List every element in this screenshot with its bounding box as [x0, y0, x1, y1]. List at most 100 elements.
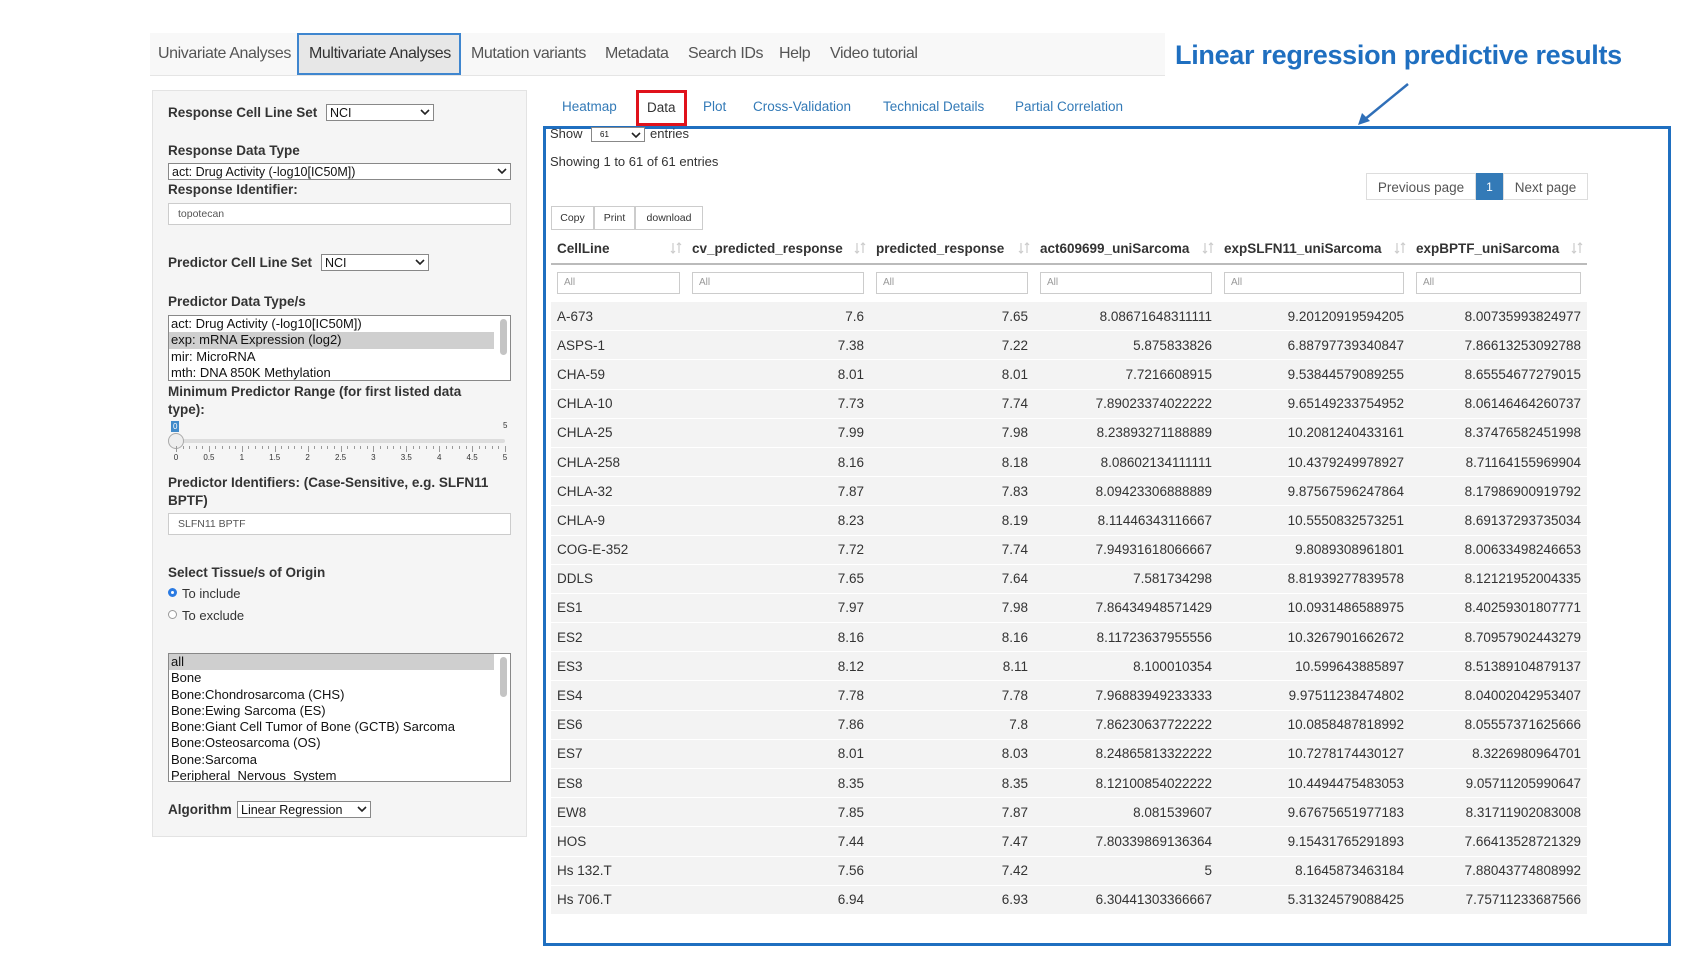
slider-tick-label: 3.5: [400, 453, 412, 462]
list-option[interactable]: exp: mRNA Expression (log2): [169, 332, 494, 349]
slider-value: 0: [171, 421, 180, 432]
table-cell: ES3: [551, 651, 686, 681]
nav-tab[interactable]: Mutation variants: [471, 45, 587, 62]
table-cell: CHLA-25: [551, 417, 686, 448]
nav-tab[interactable]: Search IDs: [688, 45, 764, 62]
column-header[interactable]: predicted_response: [870, 234, 1034, 265]
table-cell: 8.09423306888889: [1034, 476, 1218, 506]
filter-cell: All: [870, 264, 1034, 302]
select[interactable]: act: Drug Activity (-log10[IC50M]): [168, 163, 511, 180]
table-cell: 8.16: [870, 622, 1034, 652]
slider-tick: [208, 446, 210, 452]
filter-input[interactable]: All: [876, 272, 1028, 294]
list-option[interactable]: Bone:Sarcoma: [171, 751, 257, 767]
slider-tick: [386, 446, 388, 449]
slider-tick-label: 0.5: [203, 453, 215, 462]
column-header[interactable]: CellLine: [551, 234, 686, 265]
nav-tab[interactable]: Metadata: [605, 45, 669, 62]
filter-input[interactable]: All: [1040, 272, 1212, 294]
nav-tab[interactable]: Multivariate Analyses: [297, 33, 461, 75]
list-option[interactable]: Bone: [171, 670, 202, 686]
filter-input[interactable]: All: [1416, 272, 1581, 294]
table-cell: 7.74: [870, 534, 1034, 565]
next-page[interactable]: Next page: [1503, 173, 1588, 200]
select-value: NCI: [330, 106, 352, 120]
slider-tick: [347, 446, 349, 449]
header-row: CellLine cv_predicted_response predicted_r…: [551, 234, 1587, 265]
table-cell: 9.20120919594205: [1218, 300, 1410, 331]
column-title: expBPTF_uniSarcoma: [1416, 241, 1560, 256]
slider-tick: [432, 446, 434, 449]
table-cell: 8.3226980964701: [1410, 738, 1587, 769]
sub-tab[interactable]: Technical Details: [883, 99, 985, 114]
list-option[interactable]: Bone:Giant Cell Tumor of Bone (GCTB) Sar…: [171, 719, 455, 735]
select[interactable]: NCI: [326, 104, 434, 121]
slider-tick: [327, 446, 329, 449]
slider-tick-label: 2.5: [334, 453, 347, 462]
sub-tab[interactable]: Heatmap: [562, 99, 617, 114]
slider-tick: [307, 446, 309, 452]
select[interactable]: NCI: [321, 254, 429, 271]
table-cell: 7.86434948571429: [1034, 592, 1218, 623]
listbox[interactable]: act: Drug Activity (-log10[IC50M]) exp: m…: [168, 315, 511, 381]
slider-tick: [268, 446, 270, 449]
table-cell: ES2: [551, 622, 686, 652]
sub-tab[interactable]: Partial Correlation: [1015, 99, 1124, 114]
table-button[interactable]: Print: [594, 206, 635, 230]
filter-input[interactable]: All: [557, 272, 680, 294]
table-cell: 8.08602134111111: [1034, 446, 1218, 477]
list-option[interactable]: Bone:Chondrosarcoma (CHS): [171, 686, 345, 702]
show-label: Show: [550, 126, 583, 141]
sub-tab[interactable]: Plot: [703, 99, 727, 114]
column-header[interactable]: cv_predicted_response: [686, 234, 870, 265]
filter-cell: All: [551, 264, 686, 302]
list-option[interactable]: Peripheral_Nervous_System: [171, 768, 337, 782]
table-cell: 7.87: [686, 476, 870, 506]
slider-tick: [261, 446, 263, 449]
list-option[interactable]: mth: DNA 850K Methylation: [171, 364, 331, 380]
nav-tab[interactable]: Video tutorial: [830, 45, 918, 62]
filter-input[interactable]: All: [1224, 272, 1404, 294]
filter-input[interactable]: All: [692, 272, 864, 294]
table-cell: 5.875833826: [1034, 330, 1218, 360]
table-cell: HOS: [551, 826, 686, 857]
slider-tick: [176, 446, 177, 452]
slider-tick-label: 1: [239, 453, 245, 462]
previous-page[interactable]: Previous page: [1366, 173, 1476, 200]
table-cell: 7.65: [870, 300, 1034, 331]
sort-icon: [1571, 242, 1583, 254]
list-option[interactable]: all: [169, 654, 494, 671]
text-input[interactable]: topotecan: [168, 203, 511, 225]
radio-label: To include: [182, 586, 241, 601]
table-row: A-673 7.6 7.65 8.08671648311111 9.2012091959…: [551, 300, 1587, 331]
sub-tab[interactable]: Data: [636, 90, 687, 126]
sub-tab[interactable]: Cross-Validation: [753, 99, 852, 114]
column-header[interactable]: act609699_uniSarcoma: [1034, 234, 1218, 265]
nav-tab[interactable]: Univariate Analyses: [158, 45, 291, 62]
chevron: [631, 132, 641, 139]
table-cell: 8.81939277839578: [1218, 563, 1410, 594]
select[interactable]: Linear Regression: [237, 801, 371, 818]
table-button[interactable]: download: [635, 206, 703, 230]
nav-tab[interactable]: Help: [779, 45, 811, 62]
table-cell: 8.70957902443279: [1410, 622, 1587, 652]
table-cell: 6.94: [686, 884, 870, 914]
current-page[interactable]: 1: [1476, 173, 1503, 200]
radio-option[interactable]: To exclude: [168, 608, 244, 624]
table-cell: 7.64: [870, 563, 1034, 594]
list-option[interactable]: Bone:Ewing Sarcoma (ES): [171, 702, 326, 718]
list-option[interactable]: mir: MicroRNA: [171, 348, 256, 364]
slider-tick-label: 0: [173, 453, 179, 462]
list-option[interactable]: Bone:Osteosarcoma (OS): [171, 735, 321, 751]
column-header[interactable]: expSLFN11_uniSarcoma: [1218, 234, 1410, 265]
page-length-select[interactable]: 61: [591, 127, 645, 142]
listbox[interactable]: all Bone Bone:Chondrosarcoma (CHS) Bone:Ewi…: [168, 653, 511, 782]
text-input[interactable]: SLFN11 BPTF: [168, 513, 511, 535]
slider-tick: [182, 446, 184, 449]
list-option[interactable]: act: Drug Activity (-log10[IC50M]): [171, 316, 362, 331]
column-header[interactable]: expBPTF_uniSarcoma: [1410, 234, 1587, 265]
table-cell: CHLA-9: [551, 505, 686, 535]
table-button[interactable]: Copy: [551, 206, 594, 230]
table-cell: 10.3267901662672: [1218, 622, 1410, 652]
radio-option[interactable]: To include: [168, 586, 241, 602]
